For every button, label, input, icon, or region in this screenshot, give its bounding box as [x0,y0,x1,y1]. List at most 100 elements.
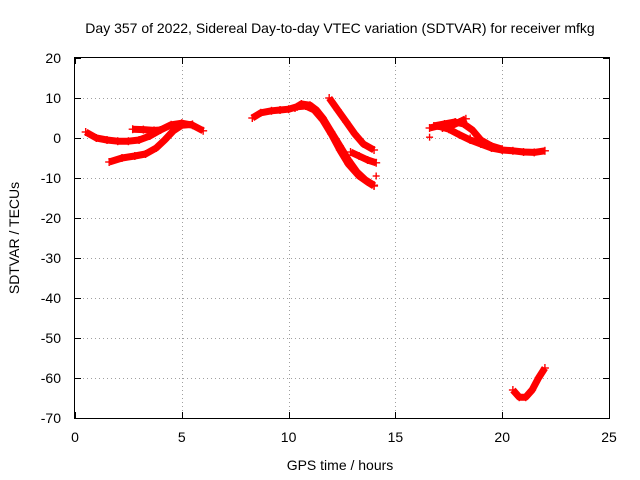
y-axis-label: SDTVAR / TECUs [6,182,22,294]
data-point [352,168,361,176]
data-point [128,125,137,134]
data-point [350,130,359,138]
series-arc-b [105,120,197,166]
series-arc-g [346,148,381,167]
data-point [160,136,169,144]
data-point [429,122,438,130]
data-point [530,148,539,157]
isolated-data-point [466,134,474,142]
data-point [117,154,126,162]
data-point [276,106,285,114]
y-tick-label: -20 [41,210,61,226]
axis-ticks-layer: 0 5 10 15 20 25 20 10 0 -10 -20 -30 -40 -50 -60 -70 [41,50,617,445]
data-point [438,124,447,132]
data-point [372,158,381,167]
y-tick-label: 10 [45,90,61,106]
y-tick-label: 20 [45,50,61,66]
data-point [446,122,455,130]
isolated-data-point [372,172,380,180]
data-point [455,118,464,126]
data-point [425,124,434,132]
isolated-data-point [426,133,434,141]
series-trace [441,115,468,132]
data-point [534,374,543,382]
data-point [297,100,306,108]
data-point [476,136,485,144]
x-tick-label: 20 [494,429,510,445]
data-point [177,121,186,130]
data-point [361,176,370,184]
series-trace [349,148,378,167]
y-tick-label: -30 [41,250,61,266]
series-arc-e [291,100,379,190]
x-tick-label: 25 [601,429,617,445]
data-point [508,386,517,394]
data-point [540,364,549,372]
series-arc-k [508,364,549,402]
data-point [291,104,300,112]
data-point [141,150,150,158]
data-point [370,181,379,190]
data-point [105,158,114,166]
data-point [521,393,530,402]
data-point [508,146,517,155]
data-series-layer [81,94,549,402]
data-point [284,105,293,114]
data-point [370,146,379,154]
y-tick-label: -60 [41,370,61,386]
data-point [169,126,178,135]
data-point [248,114,257,122]
data-point [167,120,176,129]
data-point [103,136,112,144]
data-point [540,146,549,155]
data-point [267,106,276,115]
data-point [139,125,148,134]
series-trace [510,366,548,401]
data-point [335,142,344,150]
data-point [519,148,528,156]
data-point [124,137,133,146]
y-tick-label: 0 [53,130,61,146]
x-axis-label: GPS time / hours [287,457,394,473]
data-point [487,142,496,150]
data-point [199,126,208,135]
data-point [342,118,351,126]
data-point [113,137,122,146]
data-point [156,126,165,134]
data-point [455,130,464,139]
data-point [359,140,368,148]
data-point [318,114,327,122]
data-point [135,136,144,144]
x-tick-label: 15 [388,429,404,445]
y-tick-label: -10 [41,170,61,186]
plot-frame [74,57,610,419]
data-point [528,386,537,394]
data-point [152,144,161,152]
data-point [461,114,470,123]
data-point [188,120,197,129]
chart-title: Day 357 of 2022, Sidereal Day-to-day VTE… [85,20,594,36]
x-tick-label: 10 [281,429,297,445]
x-tick-label: 5 [178,429,186,445]
y-tick-label: -40 [41,290,61,306]
data-point [344,156,353,164]
data-point [355,152,364,160]
data-point [333,106,342,114]
series-arc-f [325,94,379,154]
data-point [325,94,334,102]
data-point [92,134,101,142]
data-point [327,128,336,136]
y-tick-label: -50 [41,330,61,346]
grid-lines [75,58,609,418]
data-point [468,126,477,134]
series-arc-c [128,125,165,135]
data-point [363,156,372,164]
data-point [312,106,321,114]
data-point [130,152,139,160]
data-point [346,148,355,156]
data-point [305,101,314,110]
series-trace [326,95,376,154]
x-tick-label: 0 [71,429,79,445]
y-tick-label: -70 [41,410,61,426]
